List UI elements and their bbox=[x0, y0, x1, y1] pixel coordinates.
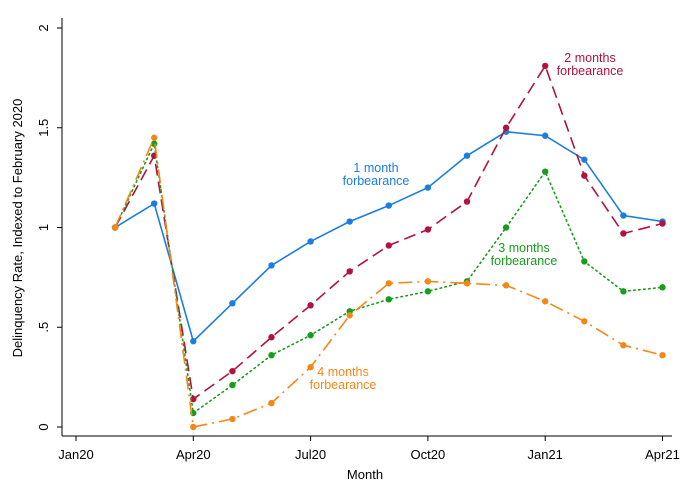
annotation-line: 1 month bbox=[353, 161, 398, 175]
data-point bbox=[190, 423, 197, 431]
data-point bbox=[542, 132, 549, 139]
data-point bbox=[151, 200, 158, 207]
series-four-months bbox=[111, 134, 666, 431]
data-point bbox=[581, 318, 588, 325]
series-line bbox=[114, 64, 663, 401]
data-point bbox=[659, 220, 666, 227]
data-point bbox=[659, 284, 666, 291]
data-point bbox=[581, 156, 588, 163]
data-point bbox=[463, 152, 471, 159]
data-point bbox=[307, 363, 314, 371]
x-tick-label: Oct20 bbox=[411, 447, 446, 462]
data-point bbox=[111, 224, 119, 231]
y-tick-label: 1.5 bbox=[36, 119, 51, 137]
data-point bbox=[424, 184, 432, 191]
series-annotation: 2 months forbearance bbox=[557, 51, 624, 78]
data-point bbox=[620, 288, 627, 295]
data-point bbox=[346, 218, 353, 225]
data-point bbox=[385, 242, 392, 249]
series-annotation: 1 month forbearance bbox=[343, 161, 410, 188]
data-point bbox=[542, 62, 549, 70]
data-point bbox=[307, 332, 314, 339]
data-point bbox=[229, 367, 236, 375]
data-point bbox=[268, 262, 275, 269]
data-point bbox=[463, 198, 471, 205]
data-point bbox=[385, 202, 392, 209]
x-tick-label: Jul20 bbox=[295, 447, 326, 462]
data-point bbox=[346, 268, 353, 275]
data-point bbox=[542, 298, 549, 305]
data-point bbox=[581, 258, 588, 265]
data-point bbox=[268, 351, 275, 359]
data-point bbox=[620, 342, 627, 349]
series-layer bbox=[111, 62, 666, 431]
data-point bbox=[502, 282, 510, 289]
annotation-line: forbearance bbox=[491, 254, 558, 268]
y-tick-label: 0 bbox=[36, 423, 51, 430]
series-annotation: 3 months forbearance bbox=[491, 241, 558, 268]
data-point bbox=[346, 312, 353, 319]
data-point bbox=[659, 351, 666, 359]
data-point bbox=[229, 381, 236, 389]
annotation-line: forbearance bbox=[310, 378, 377, 392]
x-axis-ticks: Jan20 Apr20 Jul20 Oct20 Jan21 Apr21 bbox=[58, 436, 680, 462]
annotation-line: 2 months bbox=[564, 51, 615, 65]
data-point bbox=[620, 230, 627, 237]
x-tick-label: Apr21 bbox=[645, 447, 680, 462]
data-point bbox=[424, 278, 432, 285]
data-point bbox=[385, 280, 392, 287]
data-point bbox=[190, 338, 197, 345]
data-point bbox=[502, 224, 510, 231]
data-point bbox=[502, 124, 510, 131]
data-point bbox=[542, 168, 549, 175]
data-point bbox=[463, 280, 471, 287]
y-tick-label: 1 bbox=[36, 224, 51, 231]
series-line bbox=[114, 134, 663, 428]
data-point bbox=[268, 334, 275, 341]
y-axis-ticks: 0 .5 1 1.5 2 bbox=[36, 24, 62, 431]
x-tick-label: Jan20 bbox=[58, 447, 93, 462]
data-point bbox=[151, 134, 158, 141]
y-tick-label: 2 bbox=[36, 24, 51, 31]
data-point bbox=[229, 300, 236, 307]
data-point bbox=[385, 296, 392, 303]
data-point bbox=[620, 212, 627, 219]
annotation-line: forbearance bbox=[343, 174, 410, 188]
y-axis-title: Delinquency Rate, Indexed to February 20… bbox=[10, 99, 25, 358]
axes: 0.511.52 Jan20 Apr20 Jul20 Oct20 Jan21 Apr21 … bbox=[10, 18, 680, 482]
series-two-months bbox=[111, 62, 666, 403]
data-point bbox=[581, 172, 588, 179]
x-axis-title: Month bbox=[347, 467, 383, 482]
data-point bbox=[307, 238, 314, 245]
data-point bbox=[424, 288, 432, 295]
series-line bbox=[114, 140, 664, 415]
y-tick-label: .5 bbox=[36, 322, 51, 333]
x-tick-label: Apr20 bbox=[176, 447, 211, 462]
x-tick-label: Jan21 bbox=[527, 447, 562, 462]
annotation-line: forbearance bbox=[557, 64, 624, 78]
data-point bbox=[268, 399, 275, 407]
data-point bbox=[424, 226, 432, 233]
data-point bbox=[229, 415, 236, 423]
annotation-line: 3 months bbox=[498, 241, 549, 255]
data-point bbox=[307, 302, 314, 309]
annotation-line: 4 months bbox=[317, 365, 368, 379]
series-annotation: 4 months forbearance bbox=[310, 365, 377, 392]
